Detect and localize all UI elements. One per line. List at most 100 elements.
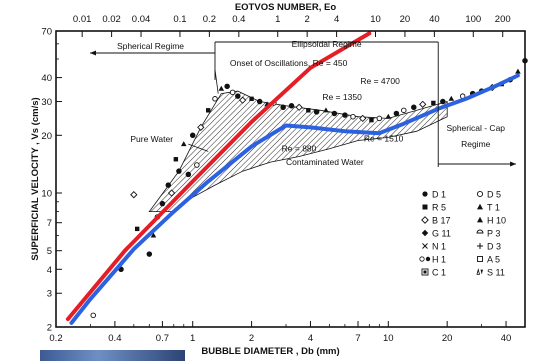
data-point: [448, 95, 455, 101]
annotation-re1510: Re = 1510: [364, 133, 404, 143]
legend-marker: [476, 268, 481, 275]
regime-label-spherical-cap: Spherical - Cap: [446, 123, 505, 133]
y-tick-label: 4: [47, 265, 52, 276]
legend-label: N 1: [432, 241, 446, 251]
data-point: [431, 100, 436, 106]
legend-marker: [422, 204, 428, 210]
x2-tick-label: 1: [275, 14, 280, 25]
x-tick-label: 0.4: [108, 333, 121, 344]
data-point: [134, 226, 140, 232]
data-point: [205, 108, 211, 113]
legend-marker: [480, 269, 483, 275]
x2-tick-label: 0.01: [73, 14, 92, 25]
x2-tick-label: 0.4: [232, 14, 245, 25]
y-tick-label: 10: [41, 189, 52, 200]
axes: 0.2 0.4 0.7 1 2 4 7 10 20 40 2 3 4 5 7 10 20 30 40 70 0.01 0.…: [30, 2, 526, 357]
annotation-re4700: Re = 4700: [360, 76, 400, 86]
data-point: [218, 85, 225, 91]
data-point: [130, 191, 138, 199]
x2-tick-label: 0.04: [132, 14, 151, 25]
data-point: [393, 110, 400, 117]
data-point: [306, 108, 311, 113]
data-point: [235, 93, 241, 99]
legend-marker: [476, 229, 484, 234]
data-point: [385, 113, 392, 119]
data-point: [249, 96, 254, 102]
y-tick-label: 7: [47, 218, 52, 229]
legend-label: S 11: [487, 267, 505, 277]
x2-tick-label: 20: [400, 14, 411, 25]
legend-label: G 11: [432, 228, 451, 238]
data-point: [288, 103, 295, 109]
data-point: [224, 83, 230, 90]
data-point: [419, 100, 427, 109]
y-tick-label: 30: [41, 97, 52, 108]
legend-label: A 5: [487, 254, 500, 264]
data-point: [238, 96, 247, 104]
legend-marker: [419, 256, 425, 262]
data-point: [256, 98, 263, 105]
data-point: [197, 123, 205, 131]
x2-tick-label: 4: [334, 14, 339, 25]
data-point: [229, 89, 236, 96]
x2-axis-label: EOTVOS NUMBER, Eo: [235, 2, 337, 13]
legend-label: D 1: [432, 189, 446, 199]
legend-label: H 10: [487, 215, 506, 225]
x-tick-label: 0.2: [49, 333, 62, 344]
arrowhead: [90, 50, 96, 56]
data-point: [313, 109, 320, 115]
legend-marker: [477, 256, 483, 262]
x-tick-label: 10: [383, 333, 394, 344]
data-point: [212, 96, 218, 102]
data-point: [369, 117, 374, 123]
legend-marker: [422, 191, 428, 197]
data-point: [189, 132, 196, 139]
y-tick-label: 3: [47, 289, 52, 300]
legend-label: R 5: [432, 202, 446, 212]
annotation-leader: [188, 143, 209, 152]
x-tick-label: 20: [442, 333, 453, 344]
data-point: [295, 103, 303, 111]
thumbnail-strip: [40, 350, 185, 361]
legend-label: T 1: [487, 202, 500, 212]
red-curve: [65, 31, 372, 322]
data-point: [359, 114, 367, 123]
legend-marker: [423, 270, 427, 274]
data-point: [167, 189, 176, 197]
annotation-re880: Re = 880: [282, 143, 317, 153]
data-point: [440, 98, 446, 105]
arrowhead: [510, 161, 517, 167]
regime-label-spherical: Spherical Regime: [117, 41, 184, 51]
annotation-leader: [214, 69, 219, 94]
x-tick-label: 2: [249, 333, 254, 344]
annotation-re1350: Re = 1350: [322, 92, 362, 102]
y-tick-label: 40: [41, 73, 52, 84]
legend: D 1 R 5 B 17 G 11 N 1 H 1 C 1 D 5 T 1 H 10 P 3 D 3 A…: [419, 189, 506, 277]
legend-label: H 1: [432, 254, 446, 264]
data-point: [180, 141, 187, 147]
x-axis-label: BUBBLE DIAMETER , Db (mm): [201, 346, 339, 357]
legend-marker: [425, 256, 431, 262]
blue-curve: [69, 73, 520, 325]
regime-label-ellipsoidal: Ellipsoidal Regime: [292, 39, 362, 49]
data-point: [280, 104, 286, 111]
legend-marker: [477, 203, 483, 210]
data-point: [323, 107, 329, 113]
x-tick-label: 7: [355, 333, 360, 344]
y-tick-label: 2: [47, 323, 52, 334]
x-tick-label: 0.7: [156, 333, 169, 344]
data-point: [150, 232, 157, 238]
legend-marker: [421, 229, 429, 237]
x2-tick-label: 100: [465, 14, 481, 25]
x2-tick-label: 200: [495, 14, 511, 25]
legend-marker: [422, 243, 428, 249]
data-point: [159, 200, 166, 207]
data-point: [165, 182, 172, 188]
x2-tick-label: 40: [429, 14, 440, 25]
data-point: [515, 68, 521, 74]
data-point: [376, 115, 383, 122]
data-point: [401, 107, 407, 114]
x2-tick-label: 0.2: [203, 14, 216, 25]
fitted-curves: [65, 31, 520, 325]
